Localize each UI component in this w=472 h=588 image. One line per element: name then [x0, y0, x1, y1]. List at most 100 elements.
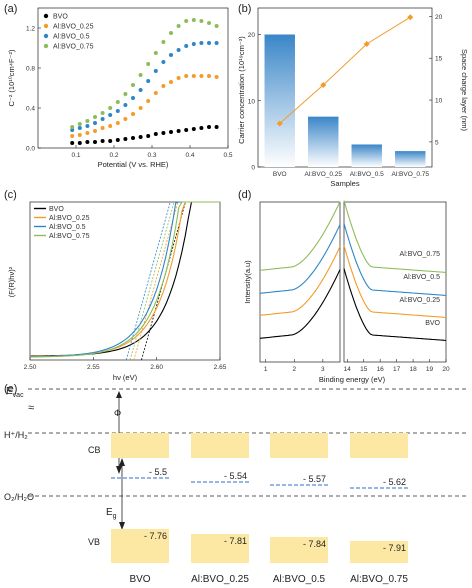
- c-curve-3: [29, 201, 220, 358]
- c-legend-label: Al:BVO_0.25: [49, 215, 90, 222]
- h-level-label: H⁺/H₂: [4, 430, 28, 440]
- a-point-3-6: [115, 100, 120, 104]
- a-point-2-0: [70, 128, 75, 132]
- d-xtick-label: 1: [264, 366, 268, 373]
- d-left-curve-3: [259, 201, 341, 271]
- a-point-0-18: [207, 125, 211, 129]
- panel-d-letter: (d): [238, 189, 251, 201]
- vb-value-3: - 7.91: [383, 543, 406, 553]
- panel-c-ylabel: (F(R)hν)²: [7, 266, 16, 297]
- a-point-0-0: [70, 141, 75, 145]
- vb-block-2: [270, 537, 328, 563]
- panel-d-ticks: 1 2 3 14 15 16 17 18 19 20: [264, 359, 450, 373]
- panel-b-y2label: Space charge layer (nm): [460, 49, 469, 132]
- axis-break-icon: ≈: [28, 402, 34, 414]
- a-point-2-1: [77, 126, 82, 130]
- a-point-3-9: [138, 73, 143, 77]
- a-point-0-12: [161, 131, 166, 135]
- panel-a-ylabel: C⁻² (10¹⁰cm⁴F⁻²): [7, 49, 16, 107]
- b-line-series: [279, 16, 411, 124]
- b-bar-0: [264, 34, 295, 167]
- a-ytick-label: 0.8: [26, 66, 35, 73]
- b-bar-3: [395, 151, 426, 167]
- panel-c-frame: [29, 201, 221, 361]
- cb-label: CB: [88, 445, 101, 455]
- a-point-1-0: [70, 134, 75, 138]
- work-function-arrowhead-top: [116, 391, 122, 398]
- a-point-1-1: [77, 133, 82, 137]
- a-point-2-13: [169, 53, 173, 57]
- d-xtick-label: 18: [409, 366, 417, 373]
- b-y2tick-label: 15: [435, 56, 443, 63]
- panel-d-left-frame: [259, 201, 341, 363]
- a-legend-marker: [43, 13, 49, 19]
- panel-c: (c) 2.50 2.55 2.60 2.65 BVO Al:BVO_0.25 Al:BV…: [4, 189, 227, 382]
- a-point-3-16: [191, 18, 196, 22]
- vb-block-3: [350, 541, 408, 563]
- sample-label-1: Al:BVO_0.25: [191, 574, 249, 585]
- a-point-3-0: [70, 125, 75, 129]
- vb-value-2: - 7.84: [303, 539, 326, 549]
- vb-block-1: [191, 534, 249, 563]
- panel-d-xlabel: Binding energy (eV): [319, 375, 386, 384]
- vb-value-0: - 7.76: [144, 531, 167, 541]
- panel-a-ticks: 0.1 0.2 0.3 0.4 0.5 0.0 0.4 0.8 1.2: [26, 26, 233, 160]
- a-point-2-2: [85, 124, 90, 128]
- panel-b-line: [276, 14, 414, 127]
- work-function-arrowhead-bottom: [116, 466, 122, 474]
- a-point-3-8: [131, 83, 135, 87]
- b-y2tick-label: 10: [435, 98, 443, 105]
- d-left-curve-0: [259, 269, 341, 339]
- vacuum-level-label: Evac: [6, 386, 24, 399]
- a-point-1-10: [146, 99, 151, 103]
- c-legend-label: BVO: [49, 206, 64, 213]
- a-point-3-14: [176, 24, 181, 28]
- band-gap-label: Eg: [106, 507, 117, 520]
- a-point-0-17: [199, 126, 204, 130]
- c-xtick-label: 2.50: [24, 364, 37, 371]
- a-xtick-label: 0.1: [71, 152, 80, 159]
- a-point-3-4: [100, 111, 105, 115]
- b-ytick-label: 10: [248, 98, 256, 105]
- d-right-curve-0: [343, 268, 447, 341]
- d-left-curve-1: [259, 246, 341, 316]
- a-point-0-15: [184, 128, 189, 132]
- d-right-curve-3: [343, 200, 447, 273]
- a-point-1-6: [115, 121, 120, 125]
- d-right-curve-2: [343, 223, 447, 296]
- a-point-0-7: [123, 137, 128, 141]
- a-point-2-12: [161, 60, 166, 64]
- a-point-3-19: [214, 24, 219, 28]
- a-point-1-8: [131, 112, 135, 116]
- d-right-curve-1: [343, 245, 447, 318]
- fermi-value-1: - 5.54: [224, 471, 247, 481]
- a-point-0-3: [93, 140, 97, 144]
- c-tangent-3: [129, 201, 175, 361]
- a-point-1-9: [138, 106, 143, 110]
- a-point-3-15: [184, 19, 189, 23]
- c-xtick-label: 2.55: [87, 364, 100, 371]
- panel-b-letter: (b): [238, 3, 251, 15]
- a-point-2-14: [176, 48, 181, 52]
- a-point-0-14: [176, 129, 181, 133]
- a-point-1-5: [108, 124, 113, 128]
- d-xtick-label: 16: [377, 366, 385, 373]
- d-xtick-label: 3: [321, 366, 325, 373]
- a-point-2-16: [191, 42, 196, 46]
- a-point-1-4: [100, 126, 105, 130]
- a-point-1-3: [93, 129, 97, 133]
- b-category-label: Al:BVO_0.25: [304, 171, 342, 178]
- a-point-3-10: [146, 62, 151, 66]
- panel-d: (d) 1 2 3 14 15 16 17 18 19 20 BVO Al:BVO_0.25 Al:B…: [238, 189, 450, 384]
- b-ytick-label: 0: [251, 165, 255, 172]
- a-point-2-6: [115, 109, 120, 113]
- a-ytick-label: 1.2: [26, 26, 35, 33]
- panel-b-xlabel: Samples: [330, 179, 359, 188]
- a-point-3-13: [169, 31, 173, 35]
- b-line-point-1: [320, 81, 327, 88]
- a-point-2-7: [123, 103, 128, 107]
- panel-b-bars: [264, 34, 426, 167]
- d-xtick-label: 19: [426, 366, 434, 373]
- work-function-symbol: Φ: [114, 408, 121, 418]
- panel-a-legend: BVO Al:BVO_0.25 Al:BVO_0.5 Al:BVO_0.75: [43, 13, 94, 51]
